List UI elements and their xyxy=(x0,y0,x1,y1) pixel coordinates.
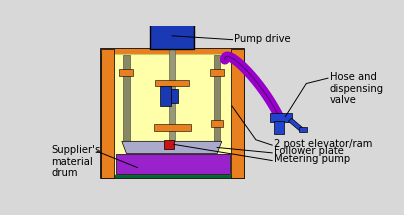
Bar xyxy=(150,23,194,49)
Bar xyxy=(123,55,130,141)
Bar xyxy=(270,113,292,122)
Bar xyxy=(154,124,191,131)
Bar xyxy=(101,49,114,178)
Bar xyxy=(231,49,244,178)
Bar xyxy=(214,55,220,141)
Text: Follower plate: Follower plate xyxy=(274,146,343,156)
Polygon shape xyxy=(288,118,302,131)
Bar xyxy=(101,174,244,178)
Bar xyxy=(120,69,133,76)
Bar xyxy=(101,49,244,54)
Text: Pump drive: Pump drive xyxy=(234,34,291,44)
Bar xyxy=(114,54,231,174)
Bar xyxy=(210,69,224,76)
Text: 2 post elevator/ram: 2 post elevator/ram xyxy=(274,139,372,149)
Text: Metering pump: Metering pump xyxy=(274,154,350,164)
Bar xyxy=(170,89,179,103)
Bar xyxy=(211,120,223,127)
Polygon shape xyxy=(122,141,222,154)
Bar xyxy=(116,154,229,174)
Bar xyxy=(155,80,189,86)
Bar xyxy=(274,121,284,134)
Text: Supplier's
material
drum: Supplier's material drum xyxy=(51,145,101,178)
Bar xyxy=(299,127,307,132)
Bar xyxy=(169,47,175,143)
Bar xyxy=(101,49,244,178)
Text: Hose and
dispensing
valve: Hose and dispensing valve xyxy=(330,72,384,105)
Bar xyxy=(164,140,174,149)
Bar xyxy=(160,86,170,106)
